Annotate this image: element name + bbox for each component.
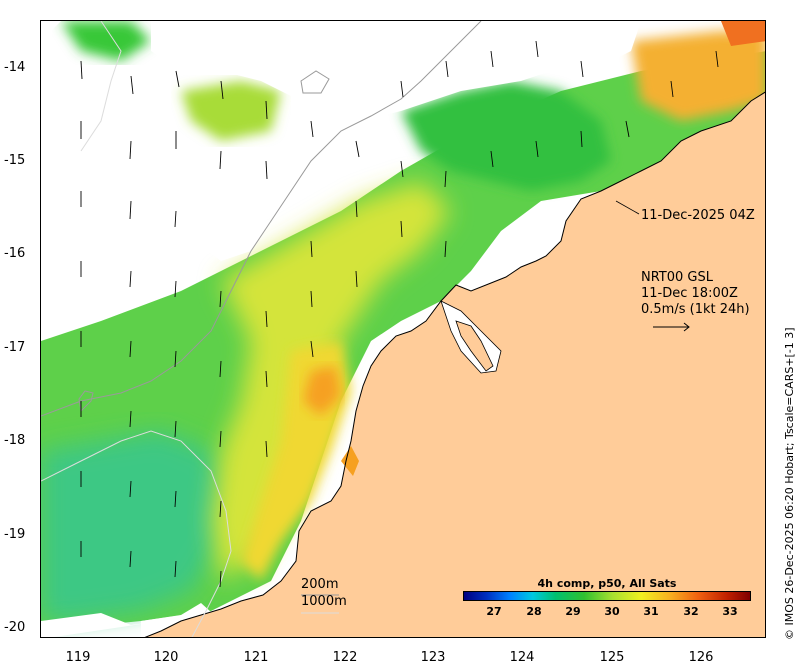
- x-tick-label: 124: [509, 650, 535, 665]
- y-tick-label: -19: [4, 527, 26, 542]
- sst-north-green: [401, 81, 611, 191]
- map-frame: [40, 20, 766, 638]
- credit-text: © IMOS 26-Dec-2025 06:20 Hobart; Tscale=…: [783, 327, 796, 640]
- coastline: [144, 91, 765, 637]
- x-tick-label: 123: [420, 650, 446, 665]
- x-tick-label: 121: [243, 650, 269, 665]
- sst-south-cool: [41, 431, 231, 621]
- colorbar: [463, 591, 751, 601]
- x-tick-label: 125: [599, 650, 625, 665]
- y-tick-label: -20: [4, 620, 26, 635]
- sst-nw-green: [61, 21, 151, 61]
- sst-ne-warm: [631, 31, 765, 121]
- product-label: NRT00 GSL: [641, 270, 713, 285]
- y-tick-label: -14: [4, 60, 26, 75]
- colorbar-tick: 32: [683, 605, 699, 618]
- sst-field: [41, 21, 765, 631]
- y-tick-label: -16: [4, 246, 26, 261]
- contour-1000m: [41, 430, 232, 637]
- land-mass: [146, 92, 765, 637]
- y-tick-label: -15: [4, 153, 26, 168]
- depth-1000m-label: 1000m: [301, 594, 347, 609]
- colorbar-tick: 28: [526, 605, 542, 618]
- sst-hot-spot: [303, 366, 341, 416]
- time-pointer: [615, 200, 640, 215]
- sst-north-patch: [181, 81, 281, 141]
- current-time-label: 11-Dec 18:00Z: [641, 286, 738, 301]
- y-tick-label: -17: [4, 340, 26, 355]
- scale-label: 0.5m/s (1kt 24h): [641, 302, 750, 317]
- coast-islands: [341, 300, 502, 476]
- colorbar-tick: 27: [486, 605, 502, 618]
- sst-ne-hot: [721, 21, 765, 46]
- colorbar-tick: 30: [604, 605, 620, 618]
- contour-200m: [41, 21, 482, 417]
- x-tick-label: 126: [688, 650, 714, 665]
- x-tick-label: 119: [65, 650, 91, 665]
- bathymetry-contours: [41, 21, 482, 637]
- scale-arrow: [653, 322, 690, 332]
- y-tick-label: -18: [4, 433, 26, 448]
- colorbar-tick: 33: [722, 605, 738, 618]
- x-tick-label: 120: [153, 650, 179, 665]
- colorbar-tick: 29: [565, 605, 581, 618]
- colorbar-tick: 31: [643, 605, 659, 618]
- colorbar-title: 4h comp, p50, All Sats: [537, 577, 677, 590]
- image-time-label: 11-Dec-2025 04Z: [641, 208, 755, 223]
- x-tick-label: 122: [332, 650, 358, 665]
- current-vectors: [80, 40, 719, 588]
- depth-200m-label: 200m: [301, 577, 339, 592]
- sst-map: [41, 21, 765, 637]
